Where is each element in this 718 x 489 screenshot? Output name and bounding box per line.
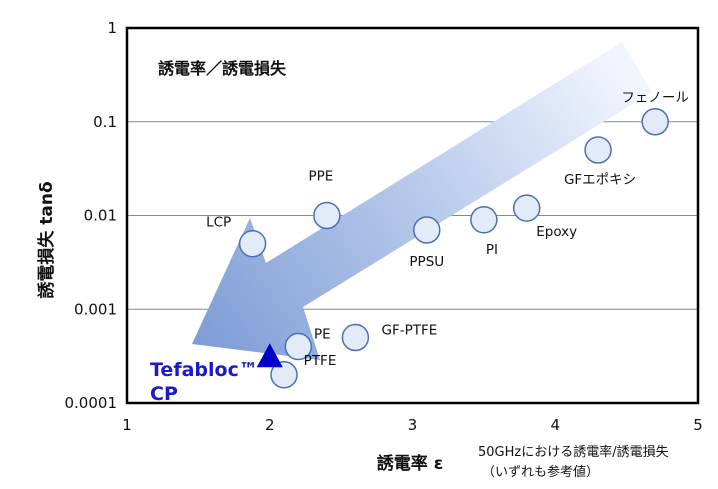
point-label: PI (486, 242, 498, 258)
point-label: LCP (206, 215, 231, 231)
data-point (284, 332, 313, 361)
plot-frame (125, 26, 700, 405)
point-label: PPSU (409, 254, 444, 270)
data-point (641, 108, 669, 136)
y-tick-label: 1 (107, 19, 117, 37)
chart-title: 誘電率／誘電損失 (158, 59, 287, 78)
tefabloc-marker (256, 343, 283, 368)
point-label: Epoxy (536, 224, 577, 240)
data-point (512, 194, 541, 222)
point-labels: フェノール GFエポキシ Epoxy PI PPSU PPE LCP GF-PTFE PE PTF… (206, 90, 689, 369)
data-point (470, 206, 498, 234)
point-label: フェノール (621, 90, 689, 106)
data-point (270, 361, 298, 389)
y-tick-labels: 1 0.1 0.01 0.001 0.0001 (65, 19, 118, 412)
point-label: GFエポキシ (564, 172, 636, 188)
data-point (238, 229, 267, 258)
data-point (313, 201, 341, 230)
x-tick-label: 1 (122, 416, 132, 434)
y-tick-label: 0.001 (74, 300, 117, 318)
y-tick-label: 0.0001 (65, 394, 118, 412)
x-tick-label: 4 (550, 416, 560, 434)
x-tick-label: 2 (265, 416, 275, 434)
x-tick-label: 5 (693, 416, 703, 434)
x-axis-label: 誘電率 ε (377, 453, 443, 474)
point-label: PPE (308, 169, 333, 185)
data-point (413, 216, 441, 244)
tefabloc-label-line2: CP (150, 383, 178, 405)
data-point (584, 136, 612, 164)
point-label: PTFE (304, 353, 337, 369)
x-tick-label: 3 (408, 416, 418, 434)
data-points (238, 108, 669, 389)
x-tick-labels: 1 2 3 4 5 (122, 416, 703, 434)
data-point (341, 323, 370, 352)
y-tick-label: 0.01 (84, 207, 117, 225)
point-label: PE (314, 327, 331, 343)
y-tick-label: 0.1 (93, 113, 117, 131)
note-line2: （いずれも参考値） (482, 464, 599, 480)
trend-arrow (192, 42, 652, 360)
tefabloc-label-line1: Tefabloc™ (150, 359, 258, 381)
y-axis-label: 誘電損失 tanδ (36, 181, 57, 298)
note-line1: 50GHzにおける誘電率/誘電損失 (478, 444, 669, 460)
point-label: GF-PTFE (382, 322, 438, 338)
